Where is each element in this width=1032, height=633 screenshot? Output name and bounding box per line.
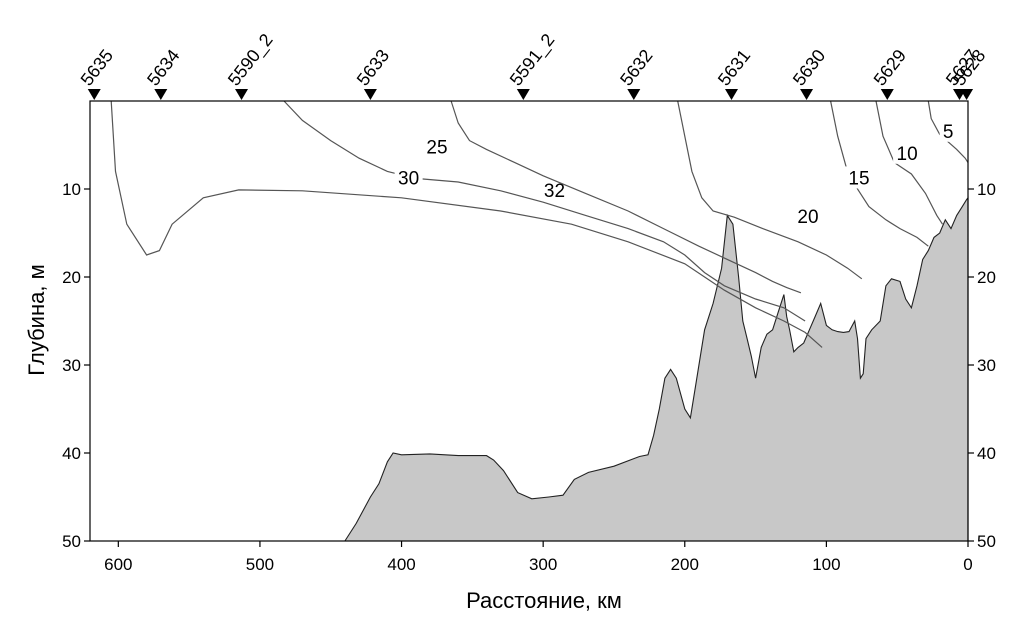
isohaline-5 [927,100,969,163]
station-marker [960,89,974,100]
station-label: 5633 [353,46,393,90]
isohaline-10 [875,100,944,225]
y-tick-label-right: 20 [977,268,996,287]
isohaline-label: 25 [426,138,447,159]
y-tick-label-left: 40 [62,444,81,463]
axes-layer: 600 500 400 300 200 100 0 10 10 20 20 30 30 40 40 50 50 [62,180,996,574]
isohaline-20 [677,100,863,280]
x-tick-label: 200 [671,555,699,574]
station-marker [880,89,894,100]
y-tick-label-right: 30 [977,356,996,375]
isohaline-label-bg [394,166,423,189]
station-label: 5630 [789,46,829,90]
bottom-profile [323,196,969,542]
y-axis-title: Глубина, м [24,264,49,375]
isohaline-15 [830,100,929,247]
x-tick-label: 400 [387,555,415,574]
stations-layer: 5635 5634 5590_2 5633 5591_2 5632 5631 5630 5629… [77,30,989,100]
isohaline-label: 32 [544,181,565,202]
station-marker [800,89,814,100]
isohaline-label-bg [540,178,569,201]
isohaline-label-bg [793,205,822,228]
isohaline-label-bg [893,141,922,164]
station-label: 5635 [77,46,117,90]
bottom-profile-layer [323,196,969,542]
isohaline-label-bg [844,166,873,189]
station-label: 5634 [143,46,183,90]
x-tick-label: 100 [812,555,840,574]
y-tick-label-right: 10 [977,180,996,199]
station-marker [516,89,530,100]
plot-frame [89,100,969,542]
y-tick-label-left: 50 [62,532,81,551]
y-tick-label-right: 40 [977,444,996,463]
y-tick-label-left: 30 [62,356,81,375]
station-label: 5629 [870,46,910,90]
isohaline-label-bg [422,135,451,158]
isohaline-30 [283,100,806,322]
isohaline-label-bg [939,119,957,142]
x-tick-label: 300 [529,555,557,574]
station-marker [627,89,641,100]
station-label: 5591_2 [506,30,560,90]
x-tick-label: 0 [963,555,972,574]
x-tick-label: 500 [246,555,274,574]
station-marker [87,89,101,100]
isohaline-label: 15 [848,168,869,189]
station-label: 5631 [714,46,754,90]
station-label: 5590_2 [224,30,278,90]
y-tick-label-left: 10 [62,180,81,199]
station-marker [154,89,168,100]
station-marker [725,89,739,100]
isohaline-25 [450,100,802,294]
isohaline-label: 30 [398,168,419,189]
isohaline-label: 20 [797,207,818,228]
station-marker [363,89,377,100]
station-label: 5632 [616,46,656,90]
isohaline-32 [110,100,823,348]
x-axis-title: Расстояние, км [466,588,622,613]
y-tick-label-left: 20 [62,268,81,287]
x-tick-label: 600 [104,555,132,574]
isohaline-label: 10 [897,144,918,165]
station-marker [235,89,249,100]
isohaline-label: 5 [943,122,954,143]
isohalines-layer: 32 30 25 20 15 10 5 [110,100,969,348]
y-tick-label-right: 50 [977,532,996,551]
